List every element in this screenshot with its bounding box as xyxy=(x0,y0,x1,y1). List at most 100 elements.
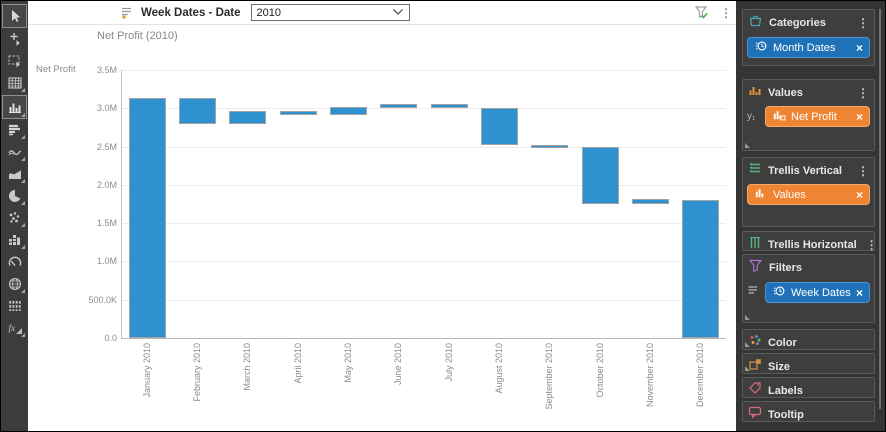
filter-field-label: Week Dates - Date xyxy=(141,6,241,19)
waterfall-bar[interactable] xyxy=(380,104,418,108)
section-title: Trellis Horizontal xyxy=(768,238,857,251)
gridline xyxy=(122,70,726,71)
filter-applied-button[interactable] xyxy=(693,4,710,21)
pill-label: Net Profit xyxy=(791,110,837,123)
waterfall-bar[interactable] xyxy=(330,106,367,116)
panel-scrollbar[interactable] xyxy=(879,9,881,409)
gridline xyxy=(122,223,726,224)
y-axis-tick: 3.0M xyxy=(96,103,117,113)
y-axis-tick: 0.0 xyxy=(104,333,117,343)
chart-canvas: Net Profit (2010) Net Profit 3.5M 3.0M 2.5… xyxy=(28,25,736,431)
waterfall-bar[interactable] xyxy=(531,145,569,149)
section-tooltip: Tooltip xyxy=(742,401,875,422)
map-view-tool[interactable] xyxy=(3,274,26,294)
select-cursor-tool[interactable] xyxy=(2,4,27,28)
waterfall-bar[interactable] xyxy=(279,110,317,116)
line-chart-view-tool[interactable] xyxy=(3,142,26,162)
y-axis-tick: 2.5M xyxy=(96,142,117,152)
resize-handle[interactable] xyxy=(745,143,750,148)
waterfall-bar[interactable] xyxy=(128,97,166,338)
section-header-trellis-horizontal[interactable]: Trellis Horizontal ⋮ xyxy=(743,232,878,257)
close-icon[interactable]: × xyxy=(855,285,863,300)
area-chart-view-tool[interactable] xyxy=(3,164,26,184)
section-header-size[interactable]: Size xyxy=(743,354,874,379)
x-axis-label: December 2010 xyxy=(695,343,706,408)
section-header-tooltip[interactable]: Tooltip xyxy=(743,402,874,427)
pie-chart-view-tool[interactable] xyxy=(3,186,26,206)
fx-icon: fx xyxy=(7,320,23,336)
y1-axis-label: y₁ xyxy=(747,111,756,122)
waterfall-bar[interactable] xyxy=(632,198,669,204)
x-axis-label: May 2010 xyxy=(343,343,353,383)
section-header-labels[interactable]: Labels xyxy=(743,378,874,403)
horizontal-bars-icon xyxy=(7,122,23,138)
pill-month-dates[interactable]: Month Dates × xyxy=(747,37,870,58)
year-filter-dropdown[interactable]: 2010 xyxy=(250,4,410,21)
gauge-view-tool[interactable] xyxy=(3,252,26,272)
globe-icon xyxy=(7,276,23,292)
area-chart-icon xyxy=(7,166,23,182)
kebab-menu-icon[interactable]: ⋮ xyxy=(857,16,869,30)
pie-chart-icon xyxy=(7,188,23,204)
parallel-coords-view-tool[interactable] xyxy=(3,296,26,316)
y-axis-tick: 2.0M xyxy=(96,180,117,190)
waterfall-bar[interactable] xyxy=(179,97,216,124)
section-title: Values xyxy=(768,86,803,99)
pill-label: Week Dates xyxy=(791,286,851,299)
x-axis-label: September 2010 xyxy=(544,343,555,410)
color-dots-icon xyxy=(748,333,762,352)
table-view-tool[interactable] xyxy=(3,73,26,93)
bar-chart-view-tool[interactable] xyxy=(2,95,27,119)
close-icon[interactable]: × xyxy=(855,187,863,202)
bar-chart-icon xyxy=(7,99,23,115)
x-axis-label: January 2010 xyxy=(141,343,152,398)
dropdown-value: 2010 xyxy=(256,6,281,19)
resize-handle[interactable] xyxy=(745,366,750,371)
section-title: Filters xyxy=(769,262,803,274)
section-header-filters[interactable]: Filters xyxy=(743,255,874,281)
x-axis-label: March 2010 xyxy=(242,343,253,391)
close-icon[interactable]: × xyxy=(855,40,863,55)
function-view-tool[interactable]: fx xyxy=(3,318,26,338)
section-filters: Filters Week Dates × xyxy=(742,254,875,323)
waterfall-bar[interactable] xyxy=(682,200,720,338)
pill-week-dates[interactable]: Week Dates × xyxy=(765,282,870,303)
section-title: Size xyxy=(768,360,791,373)
close-icon[interactable]: × xyxy=(855,109,863,124)
calendar-clock-icon xyxy=(754,39,768,56)
horizontal-bar-view-tool[interactable] xyxy=(3,120,26,140)
section-header-categories[interactable]: Categories ⋮ xyxy=(743,10,874,36)
waterfall-bar[interactable] xyxy=(581,147,619,204)
marquee-select-tool[interactable] xyxy=(3,51,26,71)
section-title: Tooltip xyxy=(768,408,804,421)
kebab-menu-icon[interactable]: ⋮ xyxy=(865,237,878,252)
kebab-menu-icon[interactable]: ⋮ xyxy=(857,85,869,100)
x-axis-label: July 2010 xyxy=(443,343,454,382)
top-bar: Week Dates - Date 2010 ⋮ xyxy=(28,1,736,25)
pill-net-profit[interactable]: Net Profit × xyxy=(765,106,870,127)
waterfall-bar[interactable] xyxy=(229,110,267,124)
calendar-clock-icon xyxy=(772,284,786,301)
x-axis-label: October 2010 xyxy=(594,343,605,398)
tag-icon xyxy=(748,381,762,400)
waterfall-bar[interactable] xyxy=(481,107,518,145)
resize-handle[interactable] xyxy=(745,315,750,320)
waterfall-bar[interactable] xyxy=(430,104,468,108)
gridline xyxy=(122,300,726,301)
measure-bars-icon xyxy=(754,186,768,203)
section-header-values[interactable]: Values ⋮ xyxy=(743,80,874,105)
section-header-trellis-vertical[interactable]: Trellis Vertical ⋮ xyxy=(743,158,874,183)
add-point-tool[interactable] xyxy=(3,29,26,49)
pill-values[interactable]: Values × xyxy=(747,184,870,205)
chart-menu-kebab[interactable]: ⋮ xyxy=(720,5,732,20)
resize-handle[interactable] xyxy=(745,342,750,347)
gridline xyxy=(122,261,726,262)
chevron-down-icon xyxy=(392,7,404,19)
combo-chart-view-tool[interactable] xyxy=(3,230,26,250)
kebab-menu-icon[interactable]: ⋮ xyxy=(857,163,869,178)
section-title: Labels xyxy=(768,384,803,397)
section-labels: Labels xyxy=(742,377,875,398)
gauge-icon xyxy=(7,254,23,270)
section-header-color[interactable]: Color xyxy=(743,330,874,355)
scatter-view-tool[interactable] xyxy=(3,208,26,228)
